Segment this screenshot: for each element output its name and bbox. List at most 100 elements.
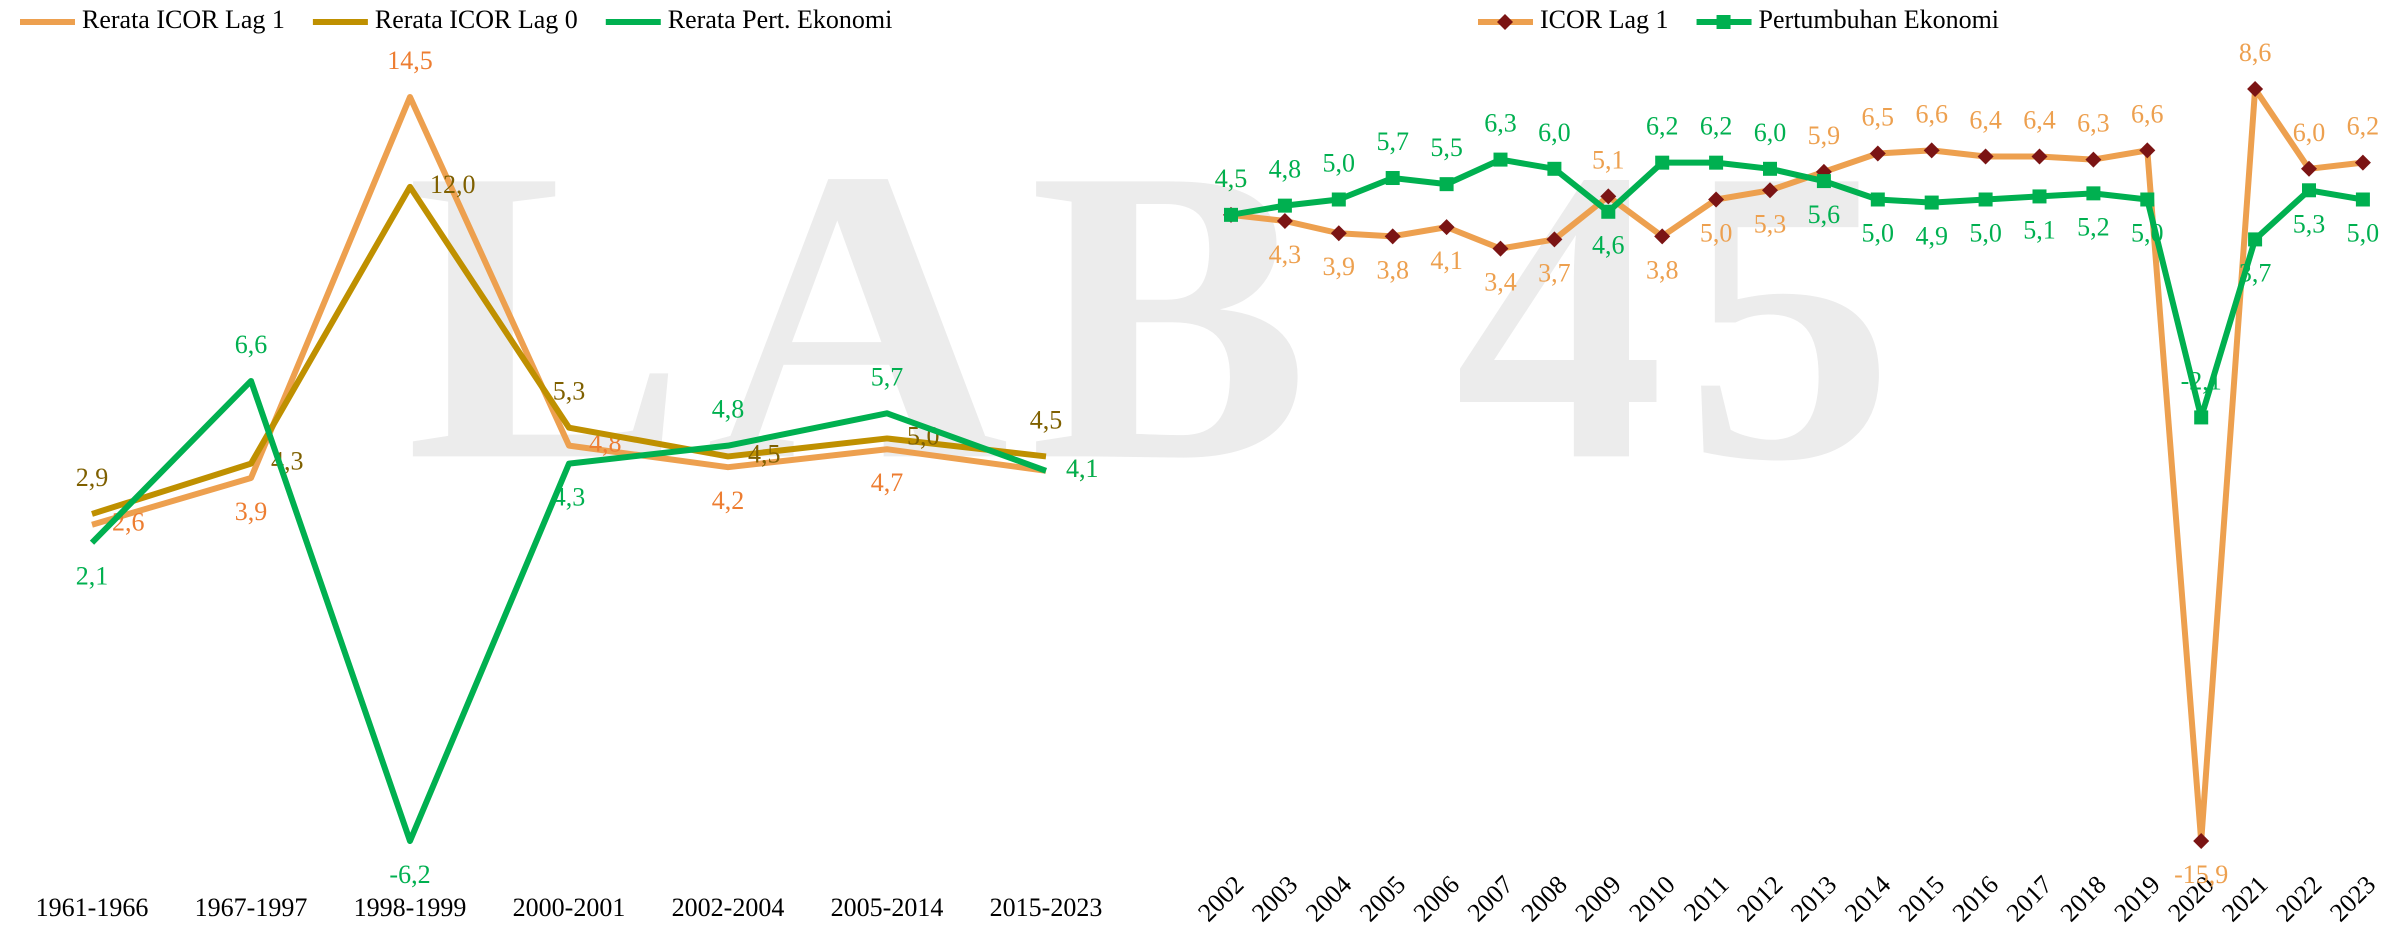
x-tick-label: 2005-2014 [831, 893, 944, 922]
data-label: 5,2 [2077, 212, 2110, 241]
marker [2140, 192, 2155, 207]
marker [1716, 15, 1731, 29]
data-label: 6,0 [1754, 118, 1787, 147]
marker [2032, 189, 2047, 204]
x-tick-label: 2012 [1731, 870, 1788, 927]
data-label: 5,0 [1862, 218, 1895, 247]
x-tick-label: 1998-1999 [354, 893, 467, 922]
data-label: 12,0 [430, 170, 476, 199]
data-label: 4,1 [1066, 454, 1099, 483]
data-label: 5,1 [1592, 145, 1625, 174]
data-label: 6,0 [1538, 118, 1571, 147]
marker [2085, 151, 2102, 168]
marker [2355, 192, 2370, 207]
marker [2139, 142, 2156, 159]
data-label: 4,3 [1269, 240, 1302, 269]
marker [1762, 182, 1778, 199]
marker [1708, 191, 1725, 208]
data-label: 5,3 [1754, 209, 1787, 238]
data-label: 4,1 [1430, 246, 1463, 275]
data-label: 6,3 [1484, 109, 1517, 138]
data-label: 4,2 [712, 486, 745, 515]
data-label: 4,1 [1066, 454, 1099, 483]
x-tick-label: 2023 [2324, 870, 2381, 927]
line [1230, 156, 2364, 421]
data-label: -6,2 [389, 860, 430, 889]
marker [1224, 207, 1238, 222]
marker [1763, 161, 1777, 176]
marker [2354, 154, 2371, 171]
data-label: 5,0 [2131, 218, 2164, 247]
marker [1385, 171, 1400, 186]
marker [1547, 161, 1562, 176]
marker [1816, 174, 1831, 189]
data-label: 2,6 [112, 508, 145, 537]
data-label: 3,9 [235, 497, 268, 526]
marker [1870, 192, 1885, 207]
data-label: 5,0 [2347, 218, 2380, 247]
x-tick-label: 2015 [1893, 870, 1950, 927]
marker [1546, 231, 1563, 248]
marker [1493, 152, 1508, 167]
marker [1438, 219, 1455, 236]
line [1230, 86, 2364, 844]
marker [1331, 192, 1346, 207]
data-label: 8,6 [2239, 38, 2272, 67]
x-tick-label: 2022 [2270, 870, 2327, 927]
x-tick-label: 2011 [1678, 870, 1735, 927]
data-label: 3,7 [2239, 258, 2272, 287]
marker [1439, 177, 1454, 192]
data-label: 4,9 [1915, 222, 1948, 251]
marker [2194, 410, 2209, 425]
legend-label: Rerata ICOR Lag 1 [82, 5, 285, 34]
legend-label: Pertumbuhan Ekonomi [1759, 5, 1999, 34]
data-label: 4,5 [1215, 164, 1248, 193]
marker [2193, 833, 2210, 849]
data-label: 5,0 [1969, 218, 2002, 247]
data-label: 6,2 [2347, 112, 2380, 141]
x-tick-label: 2005 [1354, 870, 1411, 927]
x-tick-label: 2004 [1300, 870, 1357, 927]
marker [1977, 148, 1994, 165]
x-tick-label: 2003 [1246, 870, 1303, 927]
data-label: 5,7 [871, 362, 904, 391]
data-label: 5,5 [1430, 133, 1463, 162]
data-label: 4,5 [748, 439, 781, 468]
x-tick-label: 1961-1966 [36, 893, 149, 922]
marker [1655, 155, 1670, 170]
marker [1709, 155, 1724, 170]
data-label: 6,5 [1862, 102, 1895, 131]
data-label: 3,4 [1484, 268, 1517, 297]
x-tick-label: 2002 [1192, 870, 1249, 927]
marker [2086, 186, 2101, 201]
marker [1978, 192, 1993, 207]
marker [1601, 204, 1616, 219]
x-tick-label: 2006 [1408, 870, 1465, 927]
data-label: 5,6 [1808, 200, 1841, 229]
line [91, 183, 1047, 517]
data-label: 3,7 [1538, 258, 1571, 287]
data-label: 5,1 [2023, 215, 2056, 244]
x-tick-label: 2017 [2001, 870, 2058, 927]
data-label: 6,3 [2077, 109, 2110, 138]
data-label: 6,4 [1969, 105, 2002, 134]
data-label: 3,9 [1323, 252, 1356, 281]
marker [2031, 148, 2048, 165]
data-label: 3,8 [1646, 255, 1679, 284]
x-tick-label: 2015-2023 [990, 893, 1103, 922]
data-label: 4,3 [553, 483, 586, 512]
marker [2248, 232, 2263, 247]
line [91, 94, 1047, 528]
data-label: 4,8 [712, 395, 745, 424]
marker [1276, 212, 1293, 229]
marker [1330, 225, 1347, 242]
marker [1277, 198, 1292, 213]
data-label: 6,6 [1915, 99, 1948, 128]
x-tick-label: 2016 [1947, 870, 2004, 927]
data-label: 5,9 [1808, 121, 1841, 150]
x-tick-label: 1967-1997 [195, 893, 308, 922]
data-label: 4,6 [1592, 231, 1625, 260]
data-label: 4,5 [1030, 405, 1063, 434]
legend-label: Rerata Pert. Ekonomi [668, 5, 893, 34]
